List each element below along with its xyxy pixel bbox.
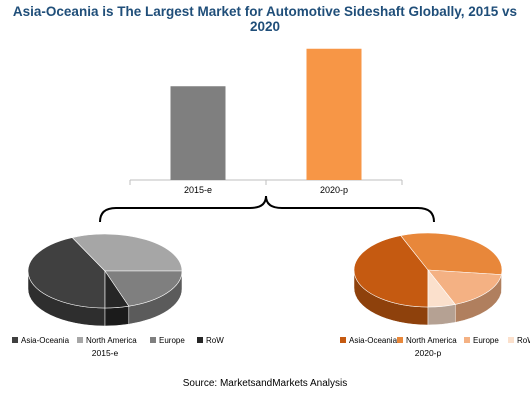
- pie-slice-asia-oceania: [353, 235, 429, 308]
- legend-label: Asia-Oceania: [349, 336, 398, 345]
- legend-label: RoW: [206, 336, 224, 345]
- pie-slice-row: [427, 269, 456, 308]
- legend-swatch: [464, 337, 470, 343]
- legend-swatch: [77, 337, 83, 343]
- bar-2020-p: [306, 48, 362, 180]
- chart-title: Asia-Oceania is The Largest Market for A…: [12, 4, 518, 34]
- legend-label: North America: [86, 336, 137, 345]
- pie-side-row: [104, 305, 130, 327]
- pie-chart-2015: Asia-Oceania North America Europe RoW 2015-e: [12, 233, 224, 358]
- legend-label: North America: [406, 336, 457, 345]
- bar-chart: 2015-e 2020-p: [129, 48, 403, 195]
- x-tick-label: 2020-p: [320, 185, 348, 195]
- pie-slice-asia-oceania: [27, 237, 106, 309]
- bracket-connector: [99, 195, 435, 223]
- source-note: Source: MarketsandMarkets Analysis: [182, 378, 348, 389]
- pie-title-2015: 2015-e: [92, 348, 119, 358]
- pie-slice-north-america: [71, 233, 183, 272]
- legend-label: Europe: [473, 336, 499, 345]
- pie-slice-north-america: [400, 232, 503, 275]
- pie-slice-europe: [427, 269, 502, 305]
- legend-label: RoW: [517, 336, 530, 345]
- pie-slice-row: [104, 270, 130, 309]
- legend-label: Asia-Oceania: [21, 336, 70, 345]
- legend-swatch: [12, 337, 18, 343]
- legend-swatch: [197, 337, 203, 343]
- pie-slice-europe: [104, 270, 183, 307]
- legend-swatch: [340, 337, 346, 343]
- pie-side-row: [427, 304, 456, 326]
- legend-swatch: [397, 337, 403, 343]
- x-tick-label: 2015-e: [184, 185, 212, 195]
- pie-title-2020: 2020-p: [415, 348, 442, 358]
- bar-2015-e: [170, 86, 226, 180]
- pie-chart-2020: Asia-Oceania North America Europe RoW 2020-p: [340, 232, 530, 358]
- legend-label: Europe: [159, 336, 185, 345]
- legend-swatch: [508, 337, 514, 343]
- legend-swatch: [150, 337, 156, 343]
